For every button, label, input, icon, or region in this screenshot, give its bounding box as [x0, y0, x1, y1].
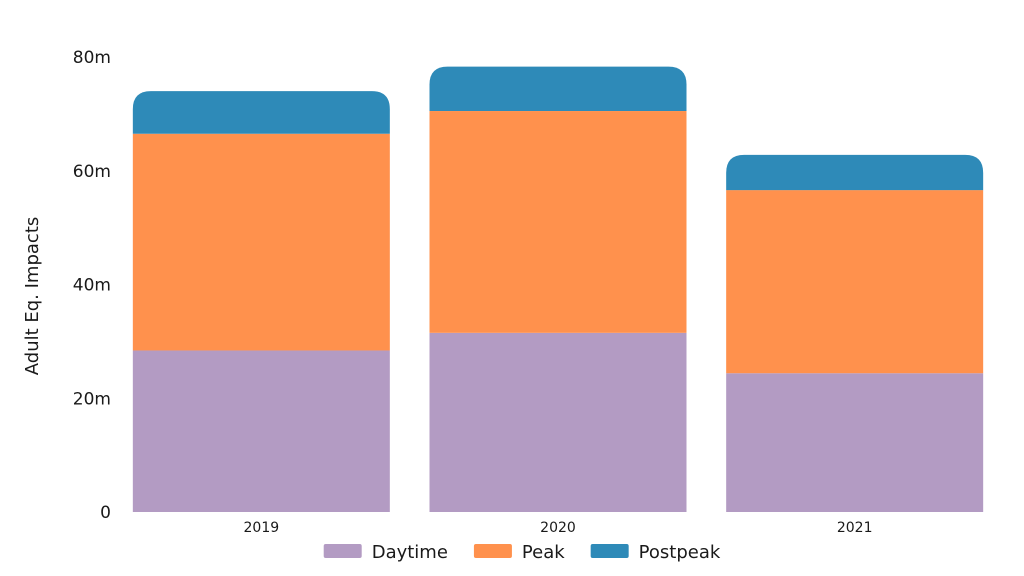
y-tick-label: 40m [73, 276, 111, 296]
x-axis: 2019 2020 2021 [244, 520, 873, 536]
y-tick-label: 60m [73, 162, 111, 182]
bar-peak-2020 [429, 111, 687, 333]
y-tick-label: 0 [100, 503, 111, 523]
bar-daytime-2020 [429, 332, 687, 512]
bar-daytime-2019 [132, 350, 390, 512]
legend-swatch-peak [473, 544, 512, 558]
y-axis-label: Adult Eq. Impacts [22, 217, 43, 375]
x-tick-label: 2020 [540, 520, 576, 536]
bar-peak-2021 [726, 190, 984, 374]
bar-daytime-2021 [726, 373, 984, 512]
bar-postpeak-2019 [132, 91, 390, 134]
legend-label-peak: Peak [522, 542, 565, 563]
legend-swatch-postpeak [590, 544, 629, 558]
bar-postpeak-2021 [726, 154, 984, 191]
y-tick-label: 80m [73, 48, 111, 68]
x-tick-label: 2019 [244, 520, 280, 536]
y-tick-label: 20m [73, 389, 111, 409]
bars [132, 66, 984, 512]
legend: Daytime Peak Postpeak [323, 542, 721, 563]
legend-label-postpeak: Postpeak [639, 542, 721, 563]
x-tick-label: 2021 [837, 520, 873, 536]
y-axis: 0 20m 40m 60m 80m [73, 48, 111, 523]
bar-postpeak-2020 [429, 66, 687, 112]
legend-swatch-daytime [323, 544, 362, 558]
bar-peak-2019 [132, 133, 390, 351]
legend-label-daytime: Daytime [372, 542, 448, 563]
